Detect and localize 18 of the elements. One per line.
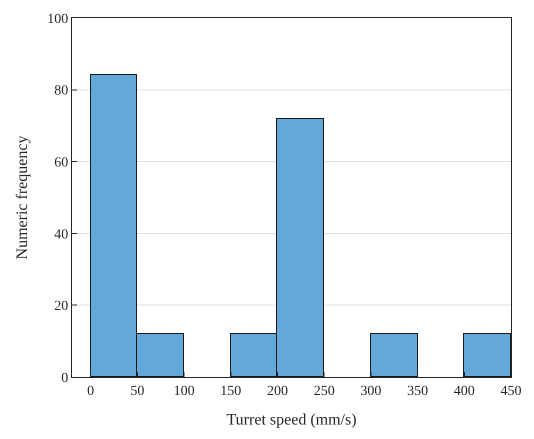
x-tick-label: 50 [130, 384, 144, 399]
x-tick-label: 100 [174, 384, 195, 399]
x-tick-label: 150 [220, 384, 242, 399]
y-tick-label: 100 [47, 12, 68, 27]
x-tick-label: 300 [360, 384, 382, 399]
x-tick-label: 200 [266, 384, 288, 399]
x-axis-title: Turret speed (mm/s) [226, 412, 357, 428]
x-tick-label: 450 [500, 384, 522, 399]
y-tick-label: 80 [54, 84, 68, 99]
x-tick-label: 0 [87, 384, 94, 399]
y-tick-label: 0 [61, 370, 68, 386]
x-tick-label: 350 [407, 384, 428, 399]
y-tick-label: 40 [54, 227, 68, 242]
y-tick-label: 20 [54, 299, 68, 314]
y-axis-title: Numeric frequency [14, 136, 32, 260]
x-tick-label: 250 [314, 384, 335, 399]
y-tick-label: 60 [54, 156, 68, 170]
x-tick-label: 400 [454, 384, 475, 399]
